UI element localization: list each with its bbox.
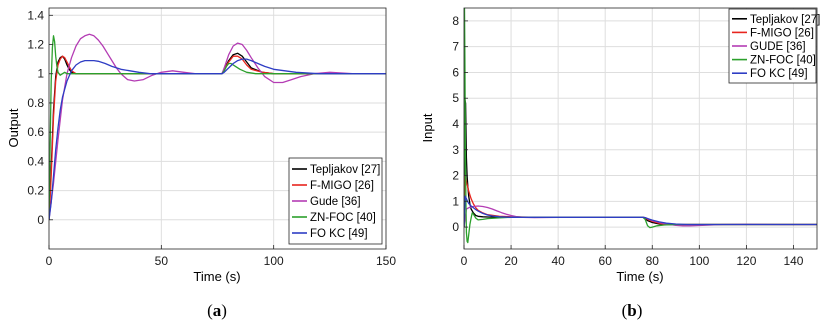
x-tick-label: 150 (376, 254, 396, 268)
legend-label: FO KC [49] (310, 228, 368, 240)
panel-caption: (a) (207, 301, 227, 320)
legend-label: Gude [36] (310, 196, 361, 208)
x-tick-label: 20 (504, 254, 518, 268)
axes-frame (48, 7, 387, 250)
x-tick-label: 80 (646, 254, 660, 268)
y-tick-label: 1.2 (27, 38, 44, 52)
x-tick-label: 100 (689, 254, 709, 268)
legend-label: F-MIGO [26] (750, 27, 814, 39)
x-axis-label: Time (s) (193, 269, 240, 284)
legend: Tepljakov [27]F-MIGO [26] GUDE [36] ZN-FOC… (728, 8, 820, 84)
legend-label: Tepljakov [27] (310, 164, 380, 176)
y-tick-label: 4 (452, 117, 459, 131)
x-tick-label: 60 (599, 254, 613, 268)
x-tick-label: 50 (155, 254, 169, 268)
series-line-zn-foc-40 (49, 35, 386, 220)
y-tick-label: 1 (37, 67, 44, 81)
legend-label: Tepljakov [27] (750, 14, 820, 26)
legend-label: ZN-FOC [40] (750, 55, 816, 67)
y-tick-label: 0 (37, 213, 44, 227)
y-tick-label: 0 (452, 220, 459, 234)
x-tick-label: 100 (264, 254, 284, 268)
y-tick-label: 3 (452, 143, 459, 157)
legend-label: GUDE [36] (750, 41, 806, 53)
panel-caption: (b) (622, 301, 643, 320)
y-tick-label: 0.6 (27, 125, 44, 139)
series-group (464, 8, 817, 244)
y-tick-label: 1 (452, 194, 459, 208)
series-line-gude-36 (49, 33, 386, 220)
y-axis-label: Output (6, 108, 21, 147)
x-tick-label: 0 (461, 254, 468, 268)
x-tick-label: 120 (736, 254, 756, 268)
y-tick-label: 1.4 (27, 8, 44, 22)
series-group (49, 33, 386, 220)
y-tick-label: 7 (452, 40, 459, 54)
legend-label: FO KC [49] (750, 68, 808, 80)
y-tick-label: 8 (452, 14, 459, 28)
series-line-zn-foc-40 (464, 8, 817, 244)
y-tick-label: 0.8 (27, 96, 44, 110)
series-line-fo-kc-49 (464, 195, 817, 228)
legend: Tepljakov [27] F-MIGO [26] Gude [36] ZN-FOC… (288, 157, 383, 245)
axes-frame (463, 7, 818, 250)
chart-panel-b: 0 20 40 60 80 100 120 140 0 1 2 3 4 5 6 7 8 Time (s) Input… (420, 7, 820, 320)
legend-label: ZN-FOC [40] (310, 212, 376, 224)
y-tick-label: 0.2 (27, 184, 44, 198)
y-tick-label: 6 (452, 65, 459, 79)
y-tick-label: 5 (452, 91, 459, 105)
y-tick-label: 0.4 (27, 154, 44, 168)
x-axis-label: Time (s) (616, 269, 663, 284)
series-line-fo-kc-49 (49, 58, 386, 220)
x-tick-label: 140 (783, 254, 803, 268)
x-tick-label: 0 (46, 254, 53, 268)
y-axis-label: Input (420, 113, 435, 142)
y-tick-label: 2 (452, 169, 459, 183)
chart-panel-a: 0 50 100 150 0 0.2 0.4 0.6 0.8 1 1.2 1.4 Time (s) Out… (6, 7, 396, 320)
legend-label: F-MIGO [26] (310, 180, 374, 192)
x-tick-label: 40 (551, 254, 565, 268)
